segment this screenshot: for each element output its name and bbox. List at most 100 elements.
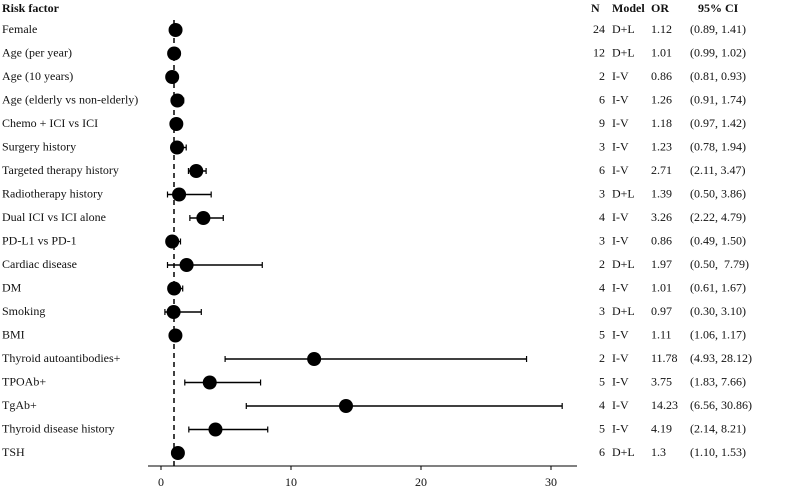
ci-label: (2.22, 4.79): [690, 210, 746, 224]
model: D+L: [612, 304, 635, 318]
ci-label: (1.06, 1.17): [690, 327, 746, 341]
model: I-V: [612, 210, 629, 224]
header-factor: Risk factor: [2, 1, 60, 15]
risk-factor: Age (per year): [2, 45, 72, 59]
model: I-V: [612, 327, 629, 341]
header-n: N: [591, 1, 600, 15]
header-ci: 95% CI: [698, 1, 739, 15]
x-tick-label: 30: [545, 475, 557, 489]
or-value: 4.19: [651, 421, 672, 435]
risk-factor: Age (10 years): [2, 69, 73, 83]
n-value: 5: [599, 327, 605, 341]
or-value: 2.71: [651, 163, 672, 177]
or-value: 1.97: [651, 257, 672, 271]
header-model: Model: [612, 1, 645, 15]
n-value: 4: [599, 210, 605, 224]
odds-ratio-point: [167, 46, 182, 61]
risk-factor: TgAb+: [2, 398, 37, 412]
ci-label: (2.11, 3.47): [690, 163, 746, 177]
risk-factor: TPOAb+: [2, 374, 46, 388]
model: I-V: [612, 163, 629, 177]
or-value: 0.86: [651, 69, 672, 83]
n-value: 2: [599, 257, 605, 271]
model: I-V: [612, 139, 629, 153]
n-value: 6: [599, 445, 605, 459]
model: D+L: [612, 22, 635, 36]
risk-factor: TSH: [2, 445, 25, 459]
n-value: 6: [599, 163, 605, 177]
n-value: 4: [599, 280, 605, 294]
model: I-V: [612, 398, 629, 412]
n-value: 2: [599, 69, 605, 83]
model: I-V: [612, 69, 629, 83]
model: I-V: [612, 92, 629, 106]
model: D+L: [612, 257, 635, 271]
odds-ratio-point: [169, 117, 184, 131]
n-value: 3: [599, 186, 605, 200]
odds-ratio-point: [165, 70, 180, 84]
n-value: 3: [599, 233, 605, 247]
model: I-V: [612, 374, 629, 388]
model: I-V: [612, 233, 629, 247]
model: I-V: [612, 280, 629, 294]
ci-label: (1.83, 7.66): [690, 374, 746, 388]
x-tick-label: 20: [415, 475, 427, 489]
risk-factor: Dual ICI vs ICI alone: [2, 210, 106, 224]
or-value: 1.12: [651, 22, 672, 36]
ci-label: (0.30, 3.10): [690, 304, 746, 318]
odds-ratio-point: [169, 140, 184, 155]
ci-label: (0.50, 7.79): [690, 257, 749, 271]
ci-label: (1.10, 1.53): [690, 445, 746, 459]
or-value: 1.01: [651, 45, 672, 59]
or-value: 0.97: [651, 304, 672, 318]
odds-ratio-point: [165, 234, 180, 249]
ci-label: (6.56, 30.86): [690, 398, 752, 412]
odds-ratio-point: [168, 23, 183, 37]
ci-label: (0.91, 1.74): [690, 92, 746, 106]
or-value: 1.3: [651, 445, 666, 459]
x-tick-label: 10: [285, 475, 297, 489]
ci-label: (0.97, 1.42): [690, 116, 746, 130]
or-value: 3.75: [651, 374, 672, 388]
ci-label: (0.81, 0.93): [690, 69, 746, 83]
ci-label: (0.49, 1.50): [690, 233, 746, 247]
odds-ratio-point: [170, 446, 185, 460]
or-value: 1.39: [651, 186, 672, 200]
odds-ratio-point: [307, 352, 322, 366]
odds-ratio-point: [338, 399, 353, 413]
risk-factor: BMI: [2, 327, 25, 341]
model: I-V: [612, 421, 629, 435]
ci-label: (0.61, 1.67): [690, 280, 746, 294]
or-value: 3.26: [651, 210, 672, 224]
n-value: 4: [599, 398, 605, 412]
ci-label: (0.78, 1.94): [690, 139, 746, 153]
n-value: 12: [593, 45, 605, 59]
odds-ratio-point: [172, 187, 187, 202]
n-value: 3: [599, 139, 605, 153]
or-value: 1.18: [651, 116, 672, 130]
model: I-V: [612, 351, 629, 365]
n-value: 5: [599, 421, 605, 435]
or-value: 14.23: [651, 398, 678, 412]
model: D+L: [612, 45, 635, 59]
odds-ratio-point: [202, 375, 217, 390]
n-value: 2: [599, 351, 605, 365]
ci-label: (4.93, 28.12): [690, 351, 752, 365]
n-value: 3: [599, 304, 605, 318]
ci-label: (0.99, 1.02): [690, 45, 746, 59]
odds-ratio-point: [168, 328, 183, 343]
n-value: 5: [599, 374, 605, 388]
ci-label: (0.50, 3.86): [690, 186, 746, 200]
odds-ratio-point: [167, 281, 182, 296]
ci-label: (0.89, 1.41): [690, 22, 746, 36]
model: D+L: [612, 186, 635, 200]
n-value: 9: [599, 116, 605, 130]
odds-ratio-point: [196, 211, 211, 225]
odds-ratio-point: [166, 305, 181, 319]
or-value: 1.11: [651, 327, 672, 341]
risk-factor: Female: [2, 22, 37, 36]
header-or: OR: [651, 1, 669, 15]
x-tick-label: 0: [158, 475, 164, 489]
risk-factor: Smoking: [2, 304, 45, 318]
risk-factor: Age (elderly vs non-elderly): [2, 92, 138, 106]
